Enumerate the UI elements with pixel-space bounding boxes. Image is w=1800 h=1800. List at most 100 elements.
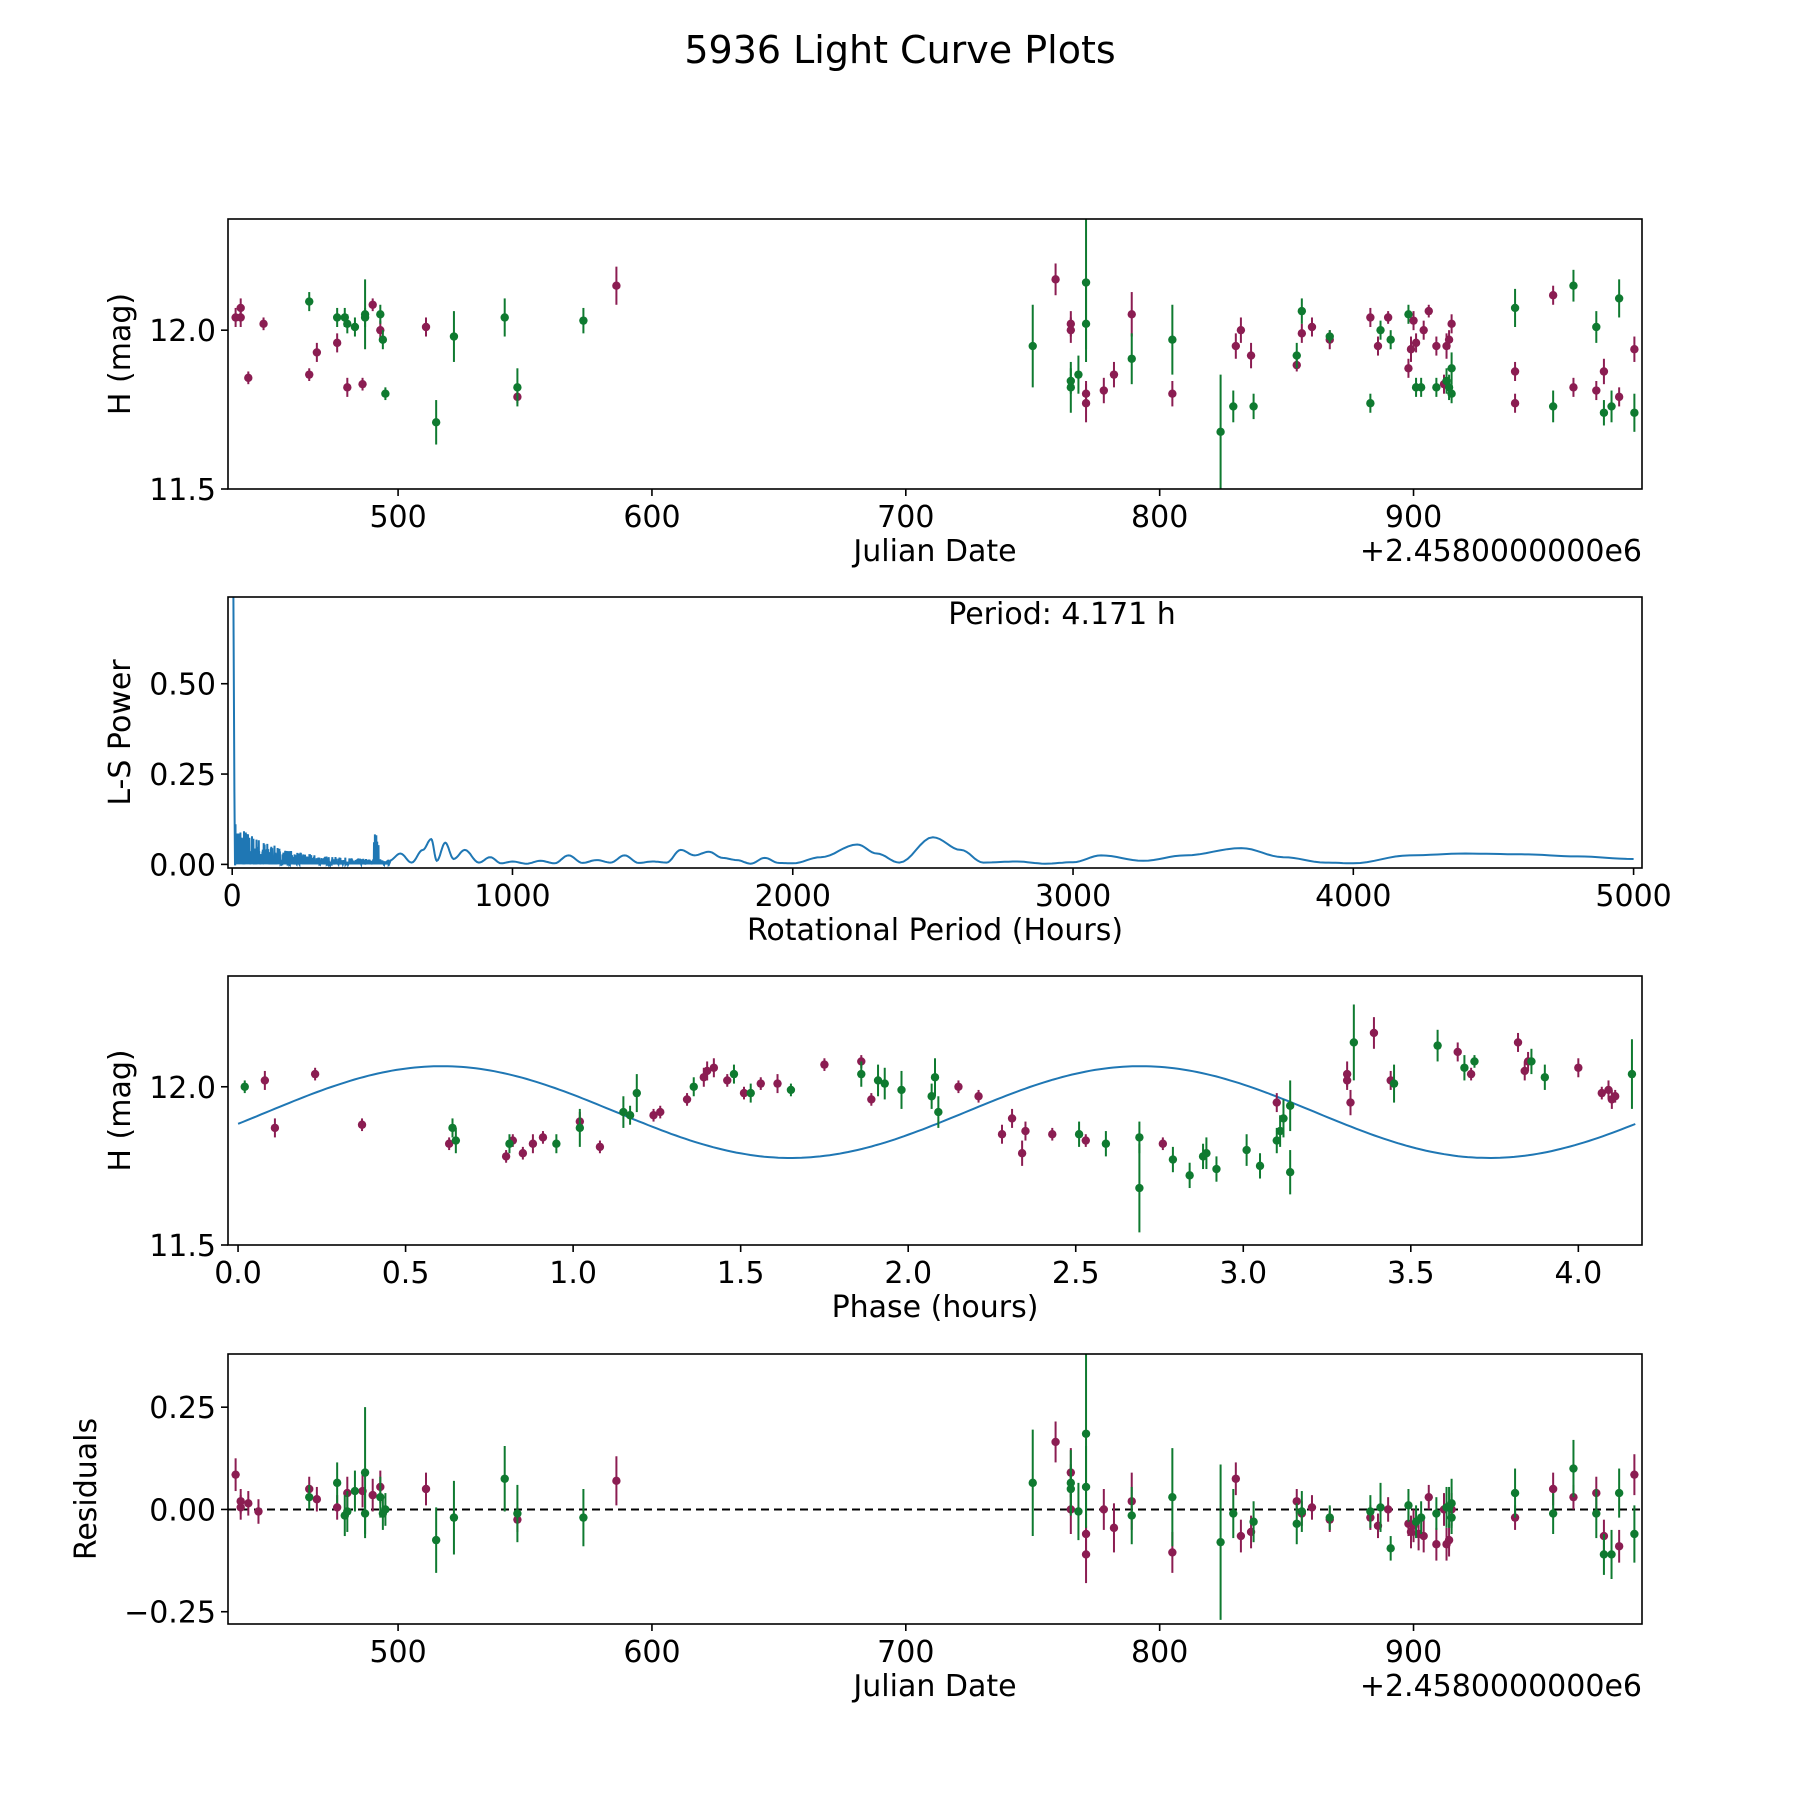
data-point [1279, 1114, 1288, 1123]
data-point [1366, 1507, 1375, 1516]
chart-residuals: 500 600 700 800 900 −0.25 0.00 0.25 Julian Date R… [69, 1353, 1643, 1704]
data-point [867, 1095, 876, 1104]
data-point [449, 332, 459, 341]
x-tick-label: 0.5 [382, 1256, 430, 1291]
data-point [1231, 341, 1241, 351]
data-point [1614, 1542, 1624, 1551]
axes-frame [227, 218, 1643, 490]
data-point [1285, 1168, 1295, 1177]
data-point [1630, 1470, 1639, 1479]
data-point [746, 1088, 755, 1098]
data-point [1540, 1073, 1550, 1082]
data-point [974, 1092, 983, 1101]
series-series-a [231, 1421, 1639, 1584]
x-tick-label: 3000 [1035, 879, 1111, 914]
data-point [1185, 1171, 1194, 1180]
data-point [1099, 1505, 1109, 1514]
data-point [1081, 278, 1091, 287]
data-point [244, 1499, 253, 1508]
data-point [649, 1111, 658, 1120]
data-point [305, 370, 314, 379]
data-point [1404, 310, 1413, 319]
data-point [1272, 1098, 1281, 1107]
data-point [360, 1468, 370, 1477]
data-point [739, 1088, 749, 1098]
data-point [244, 373, 253, 383]
data-point [1630, 408, 1639, 417]
data-point [1158, 1139, 1168, 1148]
data-point [1229, 402, 1238, 411]
data-point [501, 1152, 511, 1161]
data-point [689, 1082, 698, 1091]
data-point [1386, 1544, 1395, 1553]
figure-title: 5936 Light Curve Plots [684, 28, 1116, 72]
data-point [1021, 1126, 1030, 1136]
x-tick-label: 900 [1385, 1635, 1442, 1670]
data-point [1592, 322, 1601, 332]
data-point [1369, 1028, 1379, 1038]
data-point [1074, 370, 1083, 379]
data-point [1202, 1149, 1211, 1158]
data-point [1574, 1063, 1583, 1072]
data-point [1292, 351, 1301, 360]
data-point [1432, 1509, 1441, 1518]
data-point [1444, 1535, 1454, 1545]
data-point [1409, 316, 1418, 325]
data-point [305, 297, 314, 306]
data-point [1081, 389, 1091, 398]
data-point [528, 1139, 538, 1148]
data-point [312, 1495, 322, 1504]
y-tick-label: 11.5 [149, 473, 216, 508]
data-point [1297, 329, 1307, 338]
plot-area-phased [237, 1004, 1637, 1233]
data-point [612, 281, 621, 290]
data-point [1406, 345, 1416, 354]
data-point [1168, 1155, 1178, 1164]
data-point [1614, 392, 1624, 402]
data-point [625, 1111, 635, 1120]
data-point [1513, 1038, 1523, 1047]
data-point [1168, 1492, 1177, 1502]
series-series-b [305, 219, 1639, 489]
data-point [305, 1492, 314, 1502]
periodogram-line [232, 597, 1634, 868]
data-point [997, 1130, 1007, 1139]
series-series-b [305, 1354, 1639, 1620]
x-tick-label: 900 [1385, 500, 1442, 535]
plot-area-lightcurve [231, 219, 1639, 489]
data-point [1236, 1531, 1246, 1541]
data-point [934, 1107, 943, 1117]
data-point [1272, 1136, 1281, 1145]
x-tick-label: 4.0 [1554, 1256, 1602, 1291]
x-axis-label: Julian Date [851, 534, 1016, 569]
data-point [1066, 1484, 1076, 1494]
data-point [1510, 367, 1520, 376]
data-point [1325, 332, 1334, 341]
data-point [1419, 325, 1428, 335]
y-axis-label: L-S Power [103, 659, 138, 806]
y-tick-label: 12.0 [149, 1071, 216, 1106]
data-point [1447, 1513, 1456, 1522]
x-axis-label: Rotational Period (Hours) [747, 913, 1123, 948]
data-point [1127, 354, 1136, 363]
data-point [343, 319, 352, 329]
data-point [1168, 389, 1177, 398]
y-tick-label: 0.25 [149, 758, 216, 793]
data-point [820, 1060, 829, 1069]
data-point [1048, 1130, 1057, 1139]
data-point [381, 389, 390, 398]
x-axis-label: Julian Date [851, 1669, 1016, 1704]
data-point [1081, 319, 1091, 329]
data-point [500, 313, 509, 322]
data-point [954, 1082, 963, 1091]
data-point [1212, 1164, 1221, 1174]
data-point [1610, 1092, 1620, 1101]
data-point [360, 313, 370, 322]
data-point [1099, 386, 1109, 395]
y-tick-label: 0.00 [149, 848, 216, 883]
data-point [1614, 1488, 1624, 1498]
y-tick-label: 11.5 [149, 1229, 216, 1264]
data-point [1168, 335, 1177, 344]
